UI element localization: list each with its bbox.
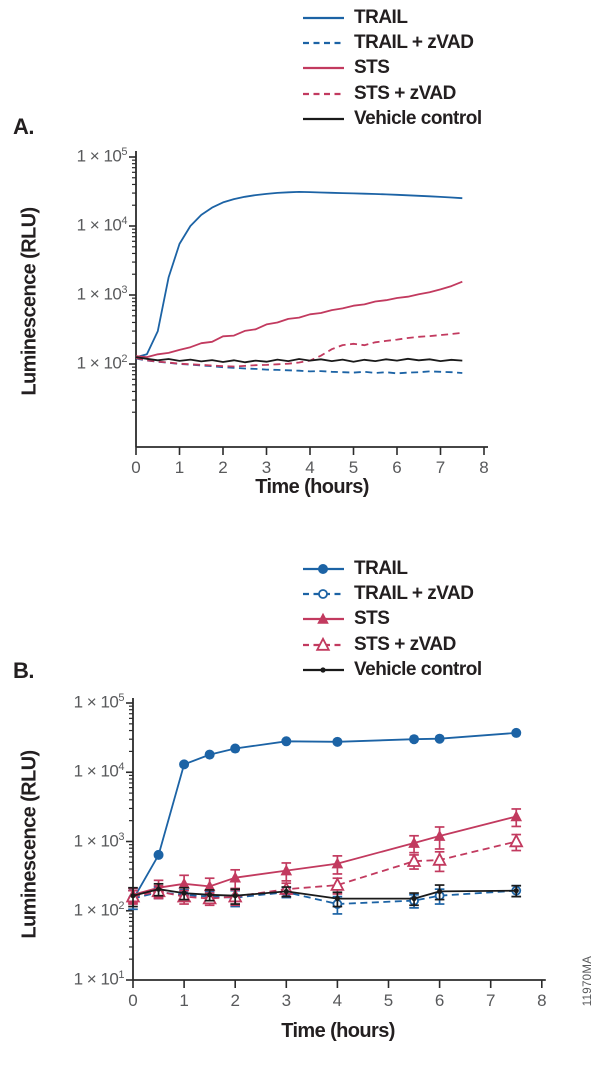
legend-label-trail: TRAIL [354, 557, 408, 579]
x-tick-label: 2 [218, 458, 228, 477]
legend-marker-trail-zvad [303, 41, 344, 45]
legend-item-sts: STS [302, 56, 482, 81]
panel-a-label: A. [13, 114, 35, 139]
legend-marker-sts-zvad [303, 636, 344, 651]
legend-item-trail-zvad: TRAIL + zVAD [302, 30, 482, 55]
y-tick-label: 1 × 105 [76, 146, 128, 166]
legend-item-vehicle-control: Vehicle control [302, 107, 482, 132]
series-sts [127, 808, 523, 904]
x-tick-label: 0 [128, 991, 138, 1010]
legend-item-sts: STS [302, 607, 482, 632]
figure-watermark-code: 11970MA [582, 955, 594, 1007]
legend-marker-sts [303, 67, 344, 70]
x-tick-label: 3 [261, 458, 272, 477]
x-tick-label: 3 [281, 991, 292, 1010]
legend-marker-trail-zvad [303, 589, 344, 599]
series-vehicle-control [128, 882, 522, 908]
x-tick-label: 7 [485, 991, 496, 1010]
x-tick-label: 4 [332, 991, 343, 1010]
y-tick-label: 1 × 105 [73, 692, 125, 712]
y-tick-label: 1 × 104 [73, 761, 125, 781]
legend-item-trail: TRAIL [302, 5, 482, 30]
x-tick-label: 8 [479, 458, 489, 477]
x-tick-label: 4 [305, 458, 315, 477]
series-sts-zvad [135, 331, 463, 368]
legend-label-trail-zvad: TRAIL + zVAD [354, 32, 474, 54]
x-tick-label: 5 [348, 458, 359, 477]
legend-label-vehicle-control: Vehicle control [354, 108, 482, 130]
x-tick-label: 7 [435, 458, 446, 477]
legend-label-sts-zvad: STS + zVAD [354, 633, 456, 655]
series-sts-zvad [125, 833, 524, 907]
x-tick-label: 1 [174, 458, 185, 477]
x-tick-label: 5 [383, 991, 394, 1010]
y-tick-label: 1 × 102 [76, 353, 128, 373]
y-tick-label: 1 × 103 [76, 284, 128, 304]
legend-label-trail: TRAIL [354, 6, 408, 28]
series-trail-zvad [135, 357, 463, 375]
panel-b-legend: TRAIL TRAIL + zVAD STS STS + zVAD Vehicle co… [302, 556, 482, 683]
x-tick-label: 0 [131, 458, 141, 477]
x-tick-label: 8 [537, 991, 547, 1010]
x-tick-label: 6 [434, 991, 445, 1010]
legend-item-trail-zvad: TRAIL + zVAD [302, 581, 482, 606]
x-tick-label: 6 [392, 458, 402, 477]
panel-a--axes [129, 151, 488, 455]
legend-item-sts-zvad: STS + zVAD [302, 81, 482, 106]
legend-marker-sts [303, 613, 344, 625]
series-trail [135, 191, 463, 359]
legend-label-sts: STS [354, 608, 390, 630]
legend-label-sts-zvad: STS + zVAD [354, 82, 456, 104]
x-tick-label: 1 [179, 991, 189, 1010]
legend-marker-vehicle-control [303, 667, 344, 673]
panel-b--axes [126, 698, 546, 988]
legend-item-vehicle-control: Vehicle control [302, 658, 482, 683]
panel-b-label: B. [13, 658, 35, 683]
legend-marker-vehicle-control [303, 118, 344, 121]
panel-b-x-axis-title: Time (hours) [281, 1020, 395, 1042]
y-tick-label: 1 × 103 [73, 830, 125, 851]
panel-a-x-axis-title: Time (hours) [255, 476, 369, 498]
y-tick-label: 1 × 102 [73, 899, 125, 920]
panel-a-legend: TRAIL TRAIL + zVAD STS STS + zVAD Vehicle co… [302, 5, 482, 132]
legend-label-trail-zvad: TRAIL + zVAD [354, 583, 474, 605]
legend-marker-trail [303, 563, 344, 574]
legend-label-vehicle-control: Vehicle control [354, 659, 482, 681]
legend-marker-sts-zvad [303, 92, 344, 95]
series-sts [135, 280, 463, 358]
y-tick-label: 1 × 104 [76, 215, 128, 235]
legend-marker-trail [303, 16, 344, 19]
x-tick-label: 2 [230, 991, 240, 1010]
legend-item-trail: TRAIL [302, 556, 482, 581]
legend-label-sts: STS [354, 57, 390, 79]
legend-item-sts-zvad: STS + zVAD [302, 632, 482, 657]
series-vehicle-control [135, 356, 463, 364]
y-tick-label: 1 × 101 [73, 969, 125, 989]
series-trail [128, 727, 522, 905]
